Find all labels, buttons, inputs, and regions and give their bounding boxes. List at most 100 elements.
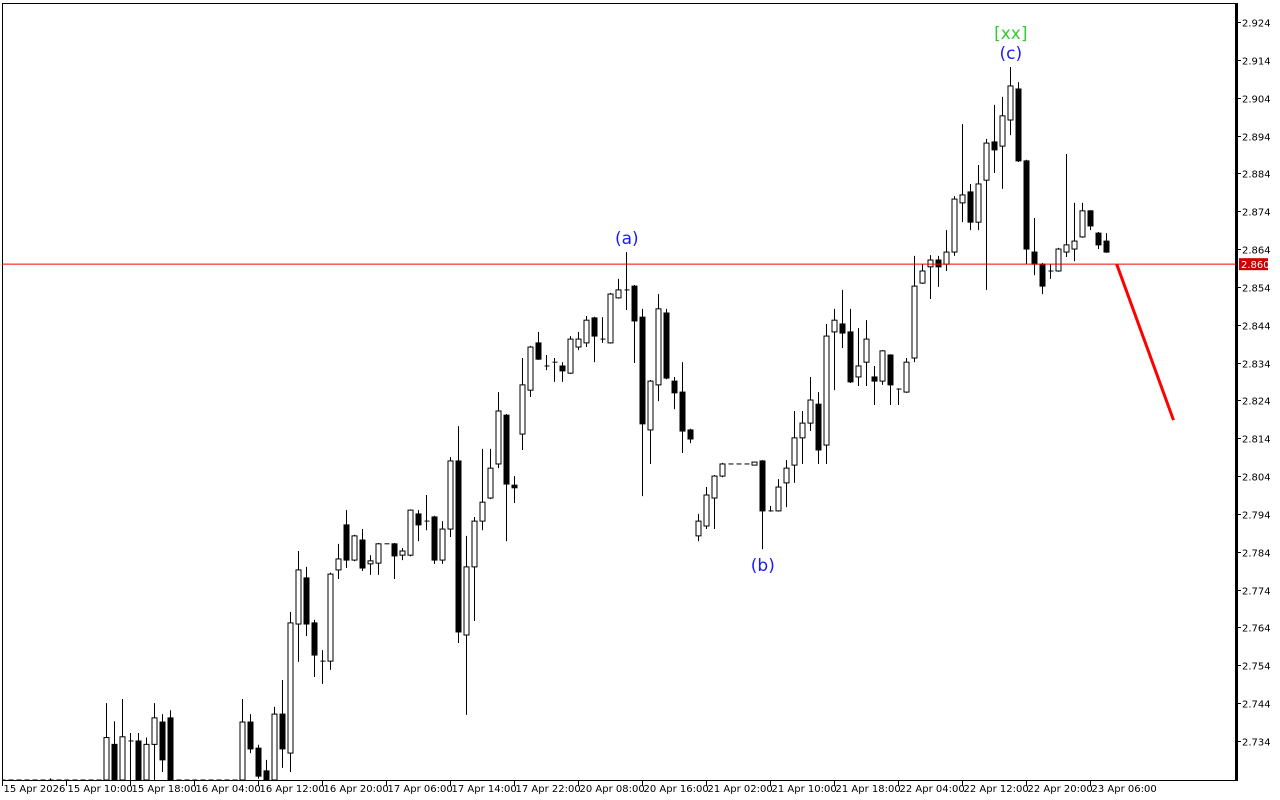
candle [687, 428, 694, 444]
candle-body-bear [503, 414, 510, 485]
y-tick-label: 2.784 [1242, 549, 1271, 560]
y-tick-label: 2.924 [1242, 19, 1271, 30]
candle [471, 516, 478, 622]
candle-body-bull [479, 501, 486, 522]
candle-body-bull [239, 721, 246, 780]
candle-body-bear [759, 460, 766, 512]
candle-body-bull [519, 384, 526, 435]
candle-body-bull [607, 293, 614, 344]
x-tick-label: 15 Apr 18:00 [132, 784, 197, 795]
candle [1103, 233, 1110, 253]
candle [439, 521, 446, 564]
candle [415, 510, 422, 542]
candle-body-bull [775, 486, 782, 512]
candle-body-bull [807, 399, 814, 424]
candle-body-bull [1007, 85, 1014, 121]
candle-body-bull [823, 335, 830, 446]
candle-body-bull [751, 461, 758, 466]
candle [279, 680, 286, 768]
candle [559, 362, 566, 382]
candle-body-bear [135, 740, 142, 780]
candle [143, 737, 150, 780]
candle-body-bull [647, 380, 654, 431]
candle-body-bull [959, 194, 966, 204]
y-tick-label: 2.744 [1242, 700, 1271, 711]
x-tick-label: 17 Apr 14:00 [452, 784, 517, 795]
candle-body-bear [431, 516, 438, 561]
candle-body-bull [471, 520, 478, 568]
candle-body-bull [1071, 240, 1078, 250]
candle [255, 744, 262, 779]
candle-body-bull [271, 713, 278, 780]
x-tick-label: 22 Apr 04:00 [900, 784, 965, 795]
candle [815, 392, 822, 464]
x-tick-label: 17 Apr 22:00 [516, 784, 581, 795]
candle-body-bull [711, 475, 718, 499]
candle [351, 534, 358, 562]
candle [695, 513, 702, 542]
candle-body-bear [967, 191, 974, 223]
x-tick-label: 17 Apr 06:00 [388, 784, 453, 795]
price-axis: 2.924 2.914 2.904 2.894 2.884 2.874 2.864 2.854… [1237, 19, 1271, 749]
candle [335, 543, 342, 580]
candle-body-bull [863, 338, 870, 363]
x-tick-label: 15 Apr 10:00 [68, 784, 133, 795]
candle-body-bull [295, 569, 302, 625]
candle [871, 365, 878, 405]
overlays-layer: (a) (b) (c)[xx] [2, 24, 1236, 576]
candle [831, 308, 838, 391]
candle [303, 566, 310, 637]
candle [927, 255, 934, 299]
candle-body-bull [615, 289, 622, 299]
candle [431, 515, 438, 564]
candle-body-bear [559, 365, 566, 372]
candle [847, 308, 854, 383]
candle [663, 308, 670, 380]
x-tick-label: 22 Apr 12:00 [964, 784, 1029, 795]
candle [343, 510, 350, 569]
candle-body-bear [839, 323, 846, 334]
candle [911, 255, 918, 363]
candle [607, 292, 614, 344]
candle [783, 460, 790, 508]
candle-body-bear [303, 577, 310, 625]
candle-body-bear [871, 376, 878, 382]
candle-body-bull [527, 346, 534, 391]
candle [967, 183, 974, 231]
y-tick-label: 2.804 [1242, 473, 1271, 484]
candle [111, 721, 118, 780]
candle [823, 323, 830, 464]
candle [896, 388, 902, 405]
y-tick-label: 2.914 [1242, 57, 1271, 68]
candle [615, 278, 622, 299]
candle [519, 358, 526, 450]
candle-body-bull [567, 338, 574, 374]
candle-body-bull [951, 198, 958, 253]
candle [447, 457, 454, 538]
candle [495, 392, 502, 469]
candle [455, 426, 462, 643]
candle-body-bull [119, 736, 126, 780]
wave-label: [xx] [994, 24, 1027, 44]
y-tick-label: 2.764 [1242, 624, 1271, 635]
candle [919, 264, 926, 284]
candle [863, 320, 870, 387]
candle [527, 345, 534, 397]
candle [271, 706, 278, 780]
x-tick-label: 20 Apr 08:00 [580, 784, 645, 795]
candle-body-bear [935, 259, 942, 268]
candle [391, 543, 398, 580]
x-tick-label: 21 Apr 02:00 [708, 784, 773, 795]
candle [775, 479, 782, 512]
candle-body-bull [287, 622, 294, 754]
candle-body-bull [703, 494, 710, 527]
candle [511, 476, 518, 503]
candle-body-bull [783, 467, 790, 484]
candle-body-bull [367, 560, 374, 565]
x-tick-label: 16 Apr 12:00 [260, 784, 325, 795]
y-tick-label: 2.884 [1242, 170, 1271, 181]
candle [135, 733, 142, 780]
candle-body-bear [343, 524, 350, 561]
